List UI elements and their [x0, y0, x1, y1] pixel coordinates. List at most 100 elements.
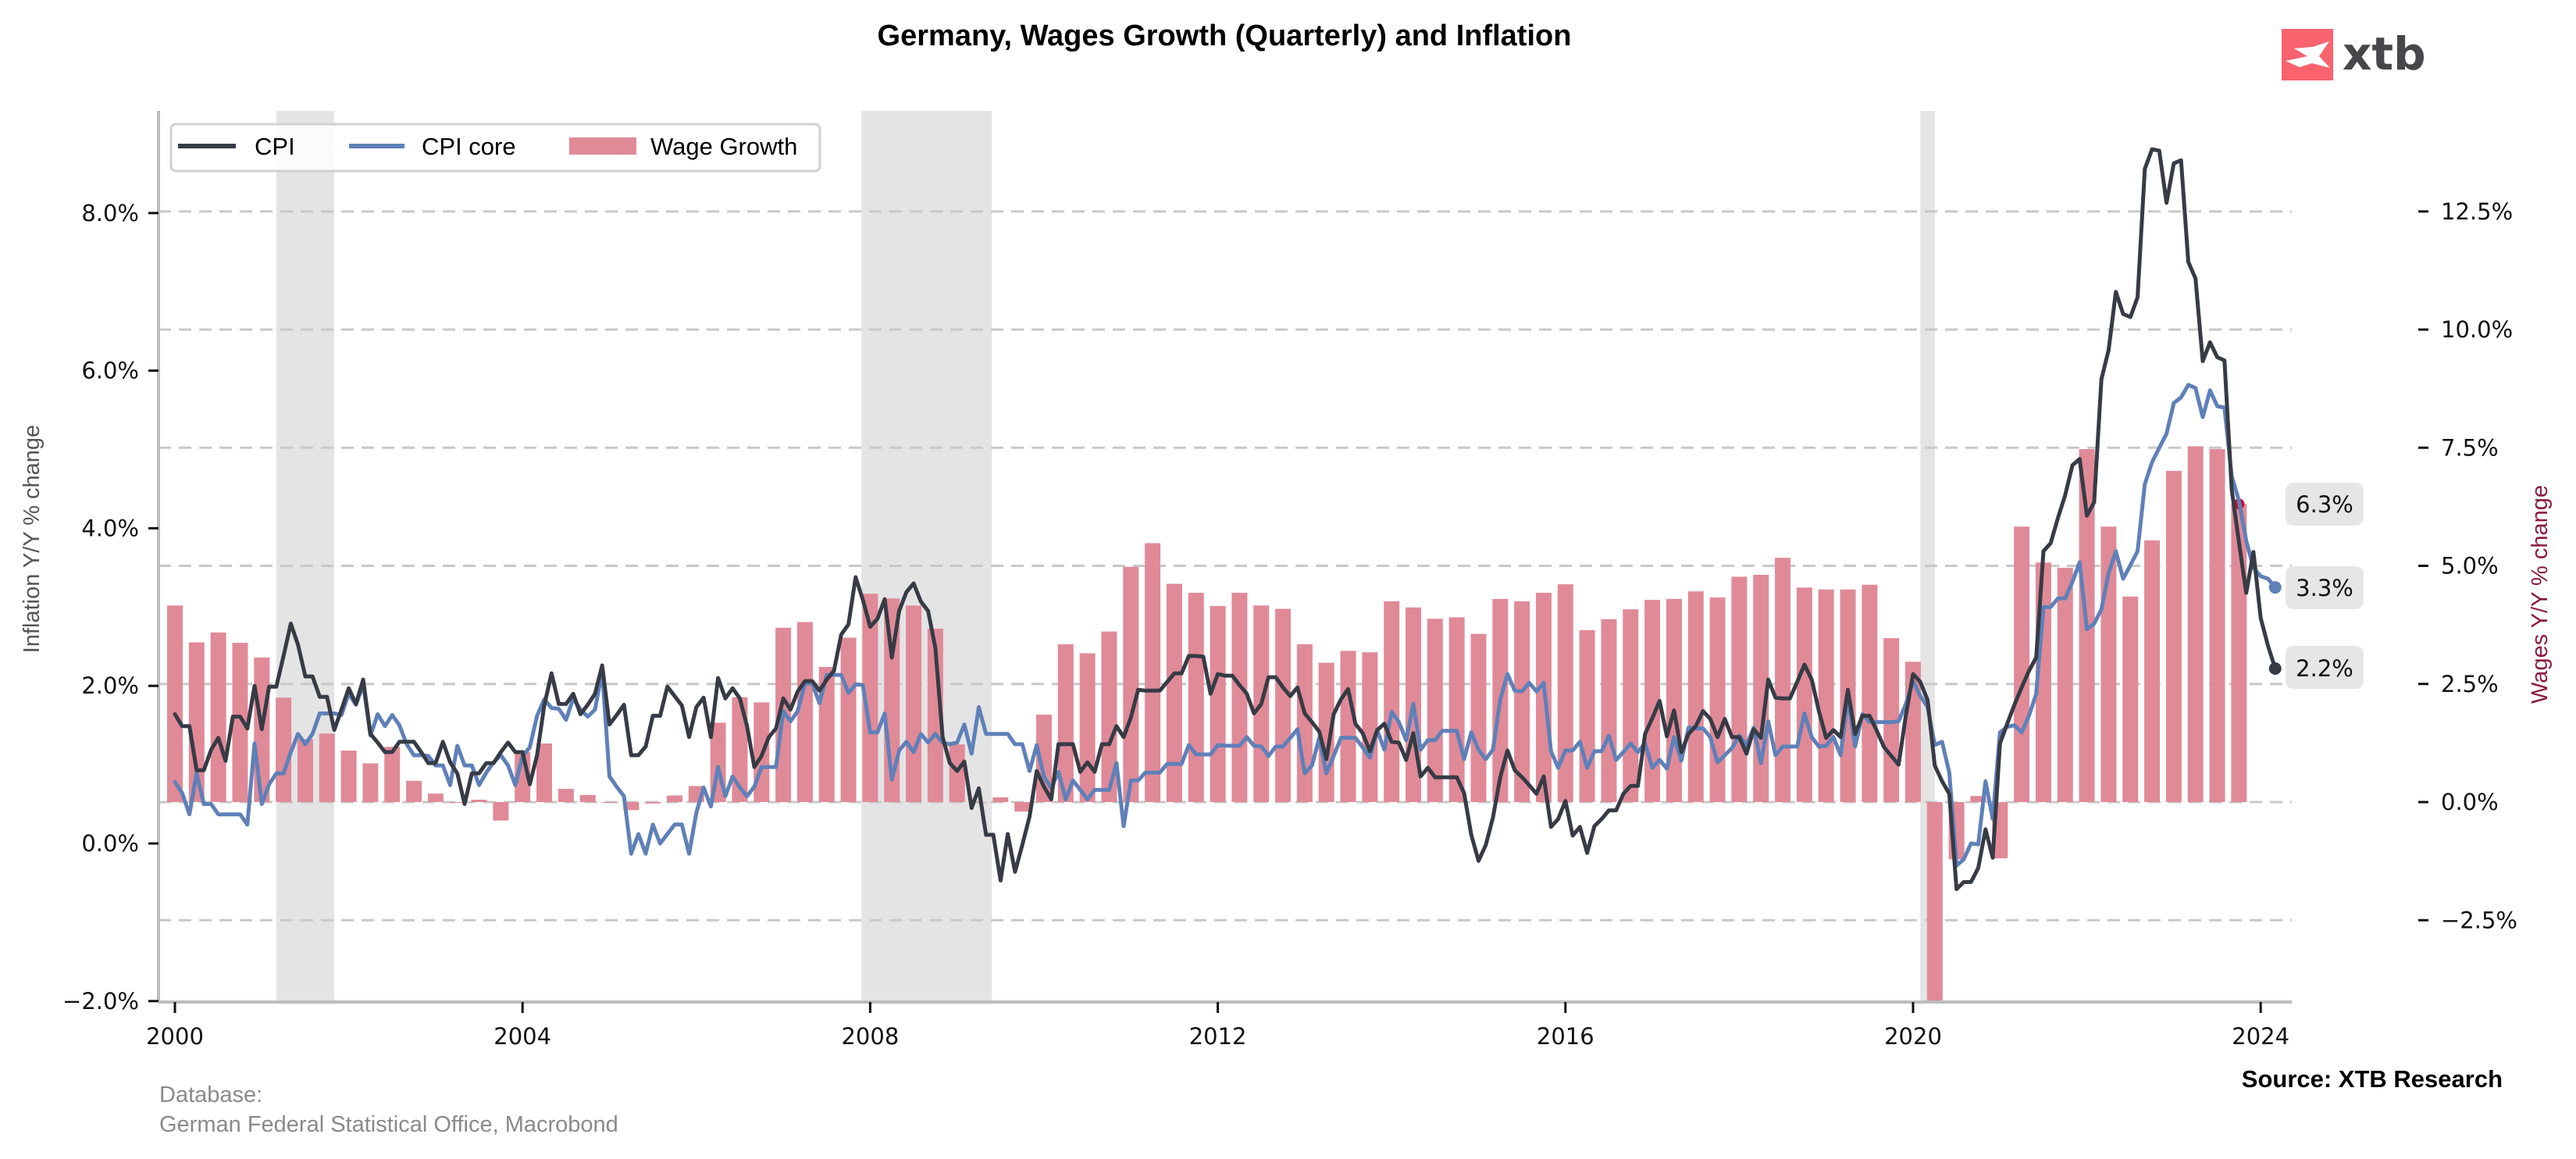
- wage-growth-bar: [1057, 644, 1074, 802]
- x-tick-label: 2024: [2232, 1023, 2289, 1050]
- wage-growth-bar: [1470, 633, 1487, 802]
- wage-growth-bar: [1123, 566, 1139, 802]
- wage-growth-bar: [1079, 653, 1096, 802]
- wage-growth-bar: [1687, 591, 1704, 802]
- wage-growth-bar: [645, 802, 661, 804]
- wage-growth-bar: [167, 605, 183, 802]
- wage-growth-bar: [406, 780, 422, 802]
- wage-growth-bar: [2187, 446, 2204, 802]
- legend-cpi-core-label: CPI core: [422, 133, 516, 160]
- wage-growth-bar: [340, 751, 357, 802]
- callout-cpi-core-bg: [2286, 566, 2364, 609]
- wage-growth-bar: [906, 605, 922, 802]
- wage-growth-bar: [862, 594, 878, 802]
- wage-growth-bar: [796, 622, 813, 802]
- database-label: Database:: [159, 1082, 262, 1107]
- wage-growth-bar: [1623, 609, 1639, 802]
- x-tick-label: 2008: [841, 1023, 899, 1050]
- wage-growth-bar: [1340, 651, 1356, 802]
- wage-growth-bar: [1231, 592, 1248, 802]
- wage-growth-bar: [1384, 601, 1400, 802]
- right-tick-label: 7.5%: [2441, 434, 2499, 461]
- wage-growth-bar: [1796, 587, 1812, 802]
- left-tick-label: 2.0%: [81, 672, 139, 699]
- inflation-lines: [173, 147, 2282, 891]
- wage-growth-bar: [666, 795, 682, 802]
- wage-growth-bar: [623, 802, 640, 811]
- logo-text: xtb: [2343, 27, 2426, 80]
- cpi-core-line-end-marker: [2268, 581, 2282, 594]
- right-tick-label: 10.0%: [2441, 316, 2513, 343]
- axes: −2.0% 0.0% 2.0% 4.0% 6.0% 8.0% −2.5% 0.0% 2.5% 5.…: [62, 111, 2517, 1050]
- wage-growth-bar: [1427, 619, 1443, 802]
- legend: CPI CPI core Wage Growth: [169, 123, 821, 173]
- cpi-line-end-marker: [2268, 662, 2282, 676]
- wage-growth-bar: [2014, 526, 2030, 802]
- wage-growth-bar: [493, 802, 509, 821]
- wage-growth-bar: [1601, 619, 1617, 802]
- right-tick-label: 12.5%: [2441, 198, 2513, 225]
- xtb-logo: xtb: [2282, 27, 2426, 80]
- wage-growth-bar: [1188, 592, 1204, 802]
- wage-growth-bar: [601, 802, 618, 803]
- wage-growth-bar: [2057, 567, 2073, 802]
- callout-cpi-label: 2.2%: [2296, 655, 2353, 682]
- wage-growth-bar: [1101, 631, 1117, 802]
- wage-growth-bar: [1210, 605, 1226, 802]
- wage-growth-bar: [1666, 598, 1682, 802]
- wage-growth-bar: [1775, 558, 1791, 802]
- legend-wage-growth-label: Wage Growth: [650, 133, 797, 160]
- wage-growth-bar: [1448, 617, 1465, 802]
- wage-growth-bar: [188, 642, 205, 802]
- legend-cpi-label: CPI: [255, 133, 295, 160]
- wage-growth-bar: [2165, 470, 2182, 802]
- legend-box: [169, 123, 821, 173]
- x-tick-label: 2004: [493, 1023, 551, 1050]
- wage-growth-bar: [297, 739, 313, 802]
- wage-growth-bar: [449, 802, 465, 803]
- wage-growth-bar: [2209, 449, 2225, 802]
- wage-growth-bar: [579, 794, 596, 802]
- wage-growth-bar: [992, 797, 1009, 802]
- wage-growth-bar: [536, 743, 553, 802]
- right-tick-label: 0.0%: [2441, 789, 2499, 815]
- callout-wages-label: 6.3%: [2296, 491, 2353, 518]
- wage-growth-bar: [2122, 596, 2139, 802]
- wage-growth-bar: [362, 763, 379, 802]
- wage-growth-bar: [1014, 802, 1031, 812]
- recession-shading: [276, 111, 1935, 1002]
- wage-growth-bar: [384, 747, 401, 802]
- x-tick-label: 2020: [1884, 1023, 1942, 1050]
- recession-band: [861, 111, 992, 1002]
- callout-wages-bg: [2286, 483, 2364, 526]
- database-value: German Federal Statistical Office, Macro…: [159, 1112, 618, 1137]
- wage-growth-bar: [2144, 540, 2161, 802]
- wage-growth-bar: [319, 733, 335, 802]
- chart-title: Germany, Wages Growth (Quarterly) and In…: [878, 20, 1572, 52]
- wage-growth-bar: [949, 744, 965, 802]
- gridlines: [159, 210, 2292, 922]
- wage-growth-bars: [167, 446, 2247, 1002]
- callout-cpi-bg: [2286, 646, 2364, 689]
- wage-growth-bar: [232, 643, 248, 802]
- wage-growth-bar: [1145, 543, 1161, 802]
- wage-growth-bar: [1709, 597, 1726, 802]
- logo-x-icon: [2286, 41, 2330, 68]
- legend-wage-growth-swatch: [569, 137, 636, 155]
- left-tick-label: 6.0%: [81, 358, 139, 384]
- wage-growth-bar: [471, 799, 487, 802]
- wage-growth-bar: [1362, 652, 1378, 802]
- wage-growth-bar: [210, 632, 226, 802]
- wage-growth-bar: [971, 802, 987, 803]
- wage-growth-bar: [276, 697, 292, 802]
- wage-growth-bar: [558, 789, 574, 802]
- wage-growth-bar: [1166, 583, 1182, 802]
- callout-cpi-core-label: 3.3%: [2296, 575, 2353, 601]
- wage-growth-bar: [427, 793, 444, 802]
- right-tick-label: 2.5%: [2441, 671, 2499, 697]
- left-axis-title: Inflation Y/Y % change: [20, 425, 45, 653]
- x-tick-label: 2016: [1537, 1023, 1594, 1050]
- left-tick-label: −2.0%: [62, 988, 139, 1015]
- wage-growth-bar: [840, 637, 857, 802]
